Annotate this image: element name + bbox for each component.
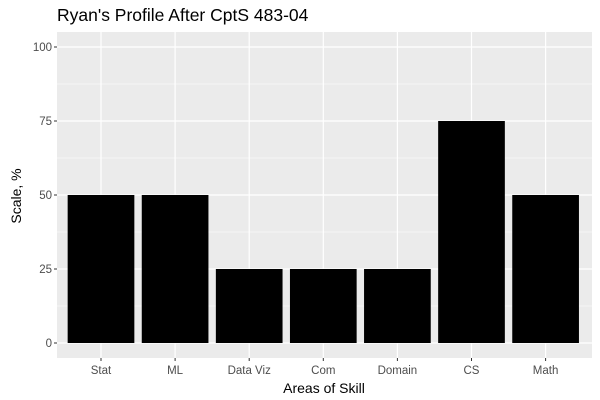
chart-title: Ryan's Profile After CptS 483-04 bbox=[57, 5, 309, 25]
x-tick-label: ML bbox=[167, 365, 184, 377]
bar-ml bbox=[141, 195, 209, 343]
bar-data-viz bbox=[215, 269, 283, 343]
y-axis: 0 25 50 75 100 bbox=[33, 42, 57, 350]
x-tick-label: CS bbox=[464, 365, 480, 377]
x-tick-label: Stat bbox=[91, 365, 112, 377]
x-tick-label: Data Viz bbox=[228, 365, 272, 377]
x-axis: Stat ML Data Viz Com Domain CS Math bbox=[91, 358, 559, 377]
bars bbox=[67, 121, 579, 343]
x-tick-label: Domain bbox=[378, 365, 418, 377]
y-tick-label: 75 bbox=[39, 116, 52, 128]
y-tick-label: 50 bbox=[39, 190, 52, 202]
bar-cs bbox=[438, 121, 505, 343]
bar-com bbox=[289, 269, 357, 343]
y-tick-label: 25 bbox=[39, 264, 52, 276]
y-tick-label: 0 bbox=[46, 338, 52, 350]
bar-domain bbox=[364, 269, 431, 343]
y-tick-label: 100 bbox=[33, 42, 52, 54]
x-tick-label: Com bbox=[311, 365, 335, 377]
x-axis-label: Areas of Skill bbox=[283, 380, 365, 396]
bar-stat bbox=[67, 195, 135, 343]
x-tick-label: Math bbox=[533, 365, 559, 377]
bar-math bbox=[512, 195, 579, 343]
